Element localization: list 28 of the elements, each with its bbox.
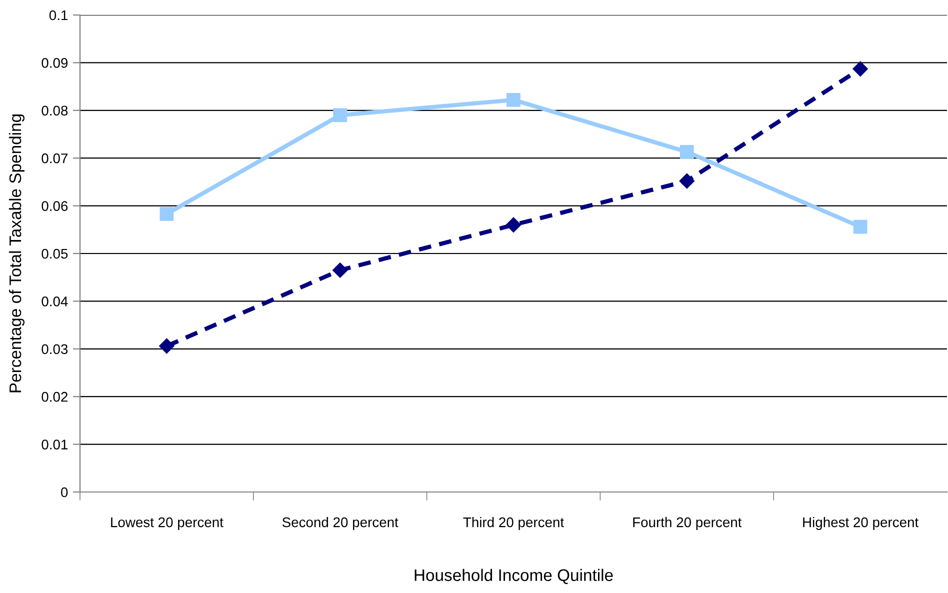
x-tick-label: Highest 20 percent (803, 517, 918, 530)
y-tick-label: 0.02 (42, 392, 68, 402)
point (506, 92, 520, 107)
point (332, 262, 348, 278)
x-tick-label: Fourth 20 percent (633, 517, 742, 530)
y-tick-label: 0.03 (42, 344, 68, 354)
point (159, 338, 174, 354)
point (852, 61, 868, 76)
x-tick-label: Second 20 percent (282, 517, 398, 530)
point (679, 173, 694, 189)
y-tick-label: 0.09 (42, 58, 68, 68)
y-tick-label: 0.1 (49, 10, 68, 20)
y-tick-label: 0.08 (42, 106, 68, 116)
y-tick-label: 0.01 (42, 440, 68, 450)
y-tick-label: 0.06 (42, 201, 68, 211)
y-tick-label: 0.05 (42, 248, 68, 259)
point (160, 206, 174, 221)
y-axis-title: Percentage of Total Taxable Spending (8, 114, 24, 392)
y-tick-label: 0.04 (42, 296, 68, 306)
point (853, 220, 868, 234)
y-tick-label: 0 (61, 487, 68, 498)
point (680, 144, 694, 159)
y-tick-label: 0.07 (42, 153, 68, 164)
x-tick-label: Third 20 percent (463, 517, 564, 530)
x-tick-label: Lowest 20 percent (111, 517, 224, 530)
point (333, 108, 348, 122)
point (506, 217, 522, 232)
x-axis-title: Household Income Quintile (414, 568, 613, 584)
